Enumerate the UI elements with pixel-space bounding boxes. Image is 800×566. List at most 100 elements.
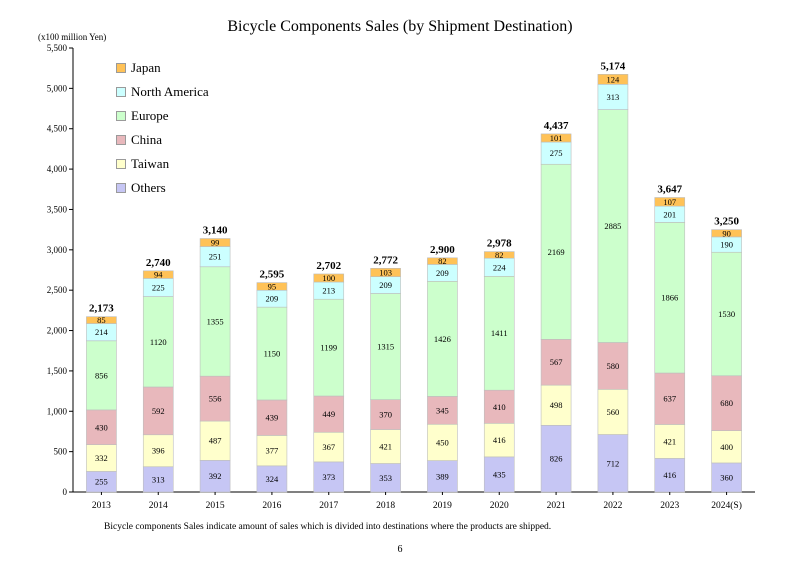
bar-segment [654, 197, 686, 207]
bar-segment [597, 434, 629, 493]
data-label: 275 [550, 148, 563, 158]
bar-segment [597, 74, 629, 85]
x-tick-label: 2018 [376, 501, 395, 511]
data-label: 1355 [207, 316, 224, 326]
data-label: 1315 [377, 342, 394, 352]
legend-swatch [116, 135, 126, 145]
data-label: 421 [379, 442, 392, 452]
bar-segment [370, 429, 401, 464]
y-tick-label: 2,000 [47, 326, 68, 336]
x-tick-label: 2024(S) [711, 500, 742, 511]
x-tick-label: 2020 [490, 501, 509, 511]
data-label: 100 [322, 273, 335, 283]
bar-segment [483, 389, 515, 424]
legend-item: Japan [116, 56, 209, 80]
bar-segment [199, 238, 231, 247]
y-tick-label: 4,000 [47, 164, 68, 174]
data-label: 416 [663, 470, 676, 480]
data-label: 560 [607, 407, 620, 417]
data-label: 213 [322, 286, 335, 296]
legend-label: North America [131, 84, 209, 99]
bar-total-label: 2,595 [260, 269, 285, 281]
bar-segment [142, 434, 174, 468]
bar-segment [313, 298, 345, 397]
legend-item: Others [116, 176, 209, 200]
data-label: 439 [266, 413, 279, 423]
data-label: 435 [493, 469, 506, 479]
legend-label: Taiwan [131, 156, 170, 171]
bar-segment [427, 423, 458, 461]
bar-segment [427, 460, 458, 493]
data-label: 95 [268, 281, 277, 291]
y-tick-label: 1,500 [47, 366, 68, 376]
bar-total-label: 3,647 [657, 184, 682, 196]
data-label: 637 [663, 394, 676, 404]
data-label: 389 [436, 471, 449, 481]
bar-segment [654, 372, 686, 425]
bar-total-label: 2,173 [89, 303, 114, 315]
y-tick-label: 500 [54, 447, 68, 457]
data-label: 2169 [548, 247, 565, 257]
data-label: 85 [97, 315, 106, 325]
bar-segment [711, 375, 742, 431]
y-axis-unit-label: (x100 million Yen) [38, 32, 107, 42]
bar-segment [597, 84, 629, 110]
bar-total-label: 2,702 [316, 260, 341, 272]
bar-segment [86, 316, 117, 324]
data-label: 856 [95, 370, 108, 380]
legend-item: Taiwan [116, 152, 209, 176]
y-tick-label: 3,500 [47, 204, 68, 214]
data-label: 377 [266, 446, 279, 456]
legend-swatch [116, 159, 126, 169]
x-tick-label: 2017 [319, 501, 338, 511]
bar-segment [597, 389, 629, 435]
bar-segment [86, 444, 117, 472]
data-label: 592 [152, 406, 165, 416]
data-label: 370 [379, 410, 392, 420]
data-label: 373 [322, 472, 335, 482]
legend-swatch [116, 87, 126, 97]
data-label: 190 [720, 240, 733, 250]
data-label: 251 [209, 252, 222, 262]
bar-segment [597, 342, 629, 390]
data-label: 99 [211, 238, 220, 248]
y-tick-label: 5,500 [47, 43, 68, 53]
bar-segment [199, 375, 231, 422]
bar-segment [313, 431, 345, 463]
legend-label: Japan [131, 60, 161, 75]
bar-segment [711, 229, 742, 238]
bar-segment [86, 409, 117, 445]
bar-segment [370, 293, 401, 400]
bar-segment [313, 273, 345, 283]
data-label: 430 [95, 422, 108, 432]
x-tick-label: 2021 [547, 501, 566, 511]
data-label: 209 [266, 294, 279, 304]
data-label: 214 [95, 327, 109, 337]
data-label: 416 [493, 435, 506, 445]
y-tick-label: 5,000 [47, 83, 68, 93]
bar-segment [142, 270, 174, 279]
data-label: 410 [493, 402, 506, 412]
bar-segment [256, 465, 288, 493]
y-tick-label: 4,500 [47, 124, 68, 134]
data-label: 449 [322, 409, 335, 419]
data-label: 1199 [320, 343, 337, 353]
y-tick-label: 0 [63, 487, 68, 497]
bar-segment [256, 282, 288, 291]
bar-segment [540, 163, 572, 340]
data-label: 101 [550, 133, 563, 143]
data-label: 332 [95, 453, 108, 463]
x-tick-label: 2016 [262, 501, 281, 511]
bar-segment [540, 133, 572, 143]
data-label: 103 [379, 267, 392, 277]
bar-segment [483, 251, 515, 259]
data-label: 367 [322, 442, 335, 452]
x-tick-label: 2019 [433, 501, 452, 511]
bar-segment [711, 251, 742, 377]
legend-item: Europe [116, 104, 209, 128]
bar-segment [654, 222, 686, 374]
data-label: 324 [266, 474, 280, 484]
data-label: 580 [607, 361, 620, 371]
data-label: 400 [720, 442, 733, 452]
bar-segment [142, 296, 174, 388]
